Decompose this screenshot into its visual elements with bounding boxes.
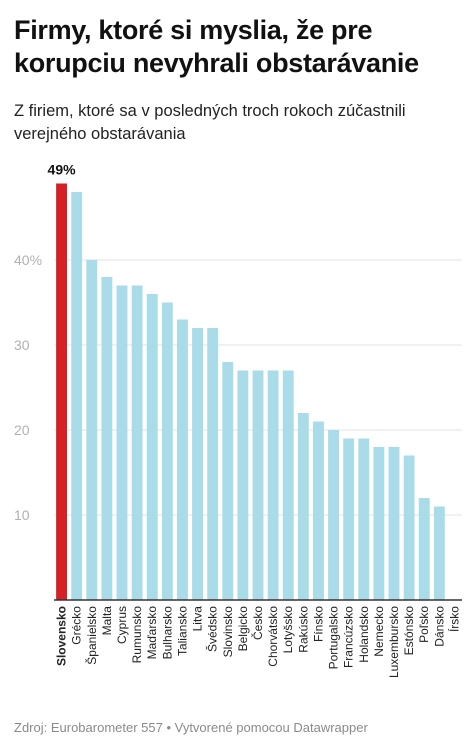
bar [358,438,370,600]
highlight-value-label: 49% [48,162,77,178]
bar [237,370,249,600]
bar [146,294,158,600]
bar [161,302,173,600]
bar [222,362,234,600]
bar [116,285,128,600]
x-tick-label: Grécko [70,606,84,645]
x-tick-label: Cyprus [115,606,129,644]
x-tick-label: Taliansko [175,606,189,656]
bar [328,430,339,600]
y-tick-label: 30 [14,337,30,353]
bar [433,506,445,600]
chart-title: Firmy, ktoré si myslia, že pre korupciu … [14,15,419,78]
bar [192,328,203,600]
bar [297,413,309,600]
x-tick-label: Česko [250,606,265,640]
x-tick-label: Francúzsko [342,606,356,668]
chart-subtitle: Z firiem, ktoré sa v posledných troch ro… [14,102,406,143]
bar [418,498,430,600]
bar [388,447,400,600]
bar [252,370,264,600]
x-tick-label: Bulharsko [160,606,174,660]
bar [101,277,113,600]
x-tick-label: Dánsko [432,606,446,647]
x-tick-label: Nemecko [372,606,386,657]
x-tick-label: Maďarsko [145,606,159,660]
x-tick-label: Chorvátsko [266,606,280,667]
y-tick-label: 20 [14,422,30,438]
y-tick-label: 10 [14,507,30,523]
bar [282,370,294,600]
bar [71,192,83,600]
bar [373,447,385,600]
x-tick-label: Rumunsko [130,606,144,664]
x-tick-label: Estónsko [402,606,416,656]
x-tick-label: Slovinsko [221,606,235,658]
bar [207,328,219,600]
x-tick-label: Poľsko [417,606,431,643]
bar [131,285,143,600]
bar [177,319,188,600]
x-tick-label: Fínsko [311,606,325,642]
x-tick-label: Belgicko [236,606,250,652]
x-tick-label: Litva [191,606,205,632]
bar [56,183,67,600]
x-tick-label: Luxembursko [387,606,401,678]
x-tick-label: Malta [100,606,114,636]
x-tick-label: Slovensko [55,606,69,666]
x-tick-label: Írsko [446,606,461,632]
x-tick-label: Rakúsko [296,606,310,653]
x-tick-label: Španielsko [84,606,99,665]
x-tick-label: Holandsko [357,606,371,663]
bar [267,370,279,600]
y-tick-label: 40% [14,252,42,268]
bar [313,421,324,600]
x-tick-label: Portugalsko [327,606,341,670]
x-tick-label: Lotyšsko [281,606,295,654]
x-tick-label: Švédsko [205,606,220,652]
bar [343,438,355,600]
bar [403,455,415,600]
bar [86,260,98,600]
source-note: Zdroj: Eurobarometer 557 • Vytvorené pom… [14,720,368,735]
